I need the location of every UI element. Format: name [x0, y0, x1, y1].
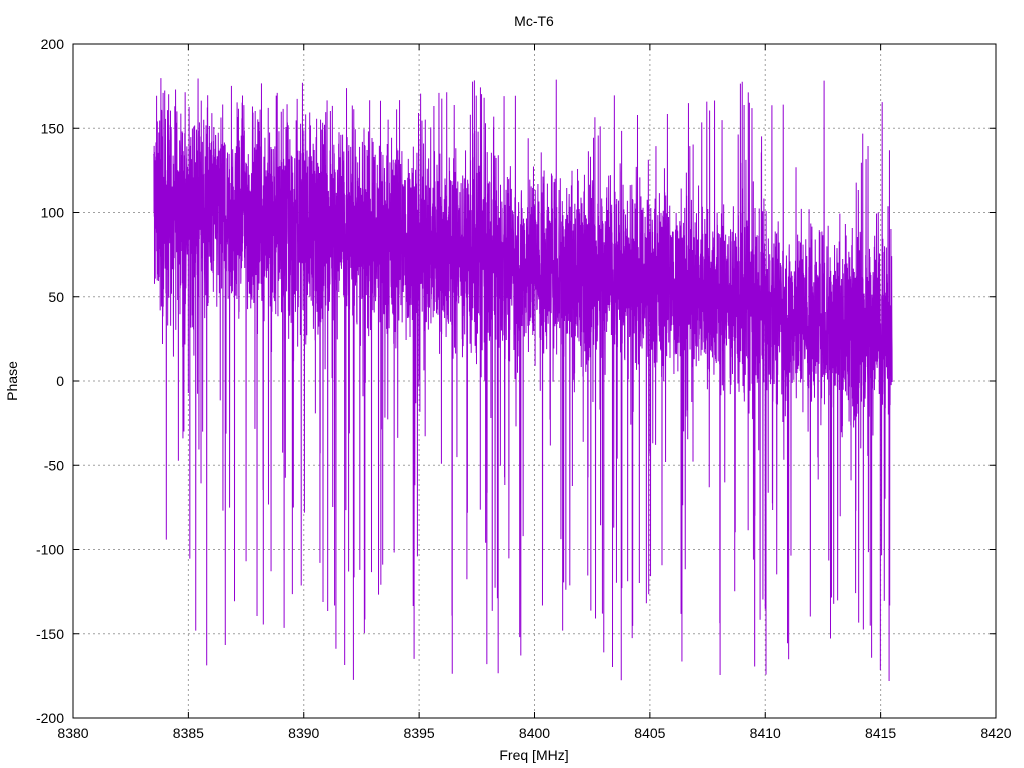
- x-tick-label: 8395: [404, 725, 435, 741]
- y-tick-label: 100: [41, 205, 65, 221]
- y-axis-title: Phase: [4, 361, 20, 401]
- x-tick-label: 8390: [288, 725, 319, 741]
- chart-title: Mc-T6: [514, 13, 554, 29]
- x-tick-label: 8385: [173, 725, 204, 741]
- x-tick-label: 8405: [634, 725, 665, 741]
- axis-ticks: 8380 8385 8390 8395 8400 8405 8410 8415 8420 -200…: [36, 36, 1012, 741]
- y-tick-label: -150: [36, 626, 64, 642]
- grid-lines: [73, 44, 996, 718]
- x-tick-label: 8380: [57, 725, 88, 741]
- x-tick-label: 8400: [519, 725, 550, 741]
- y-tick-label: -100: [36, 542, 64, 558]
- y-tick-label: 0: [56, 373, 64, 389]
- series-phase: [153, 78, 893, 682]
- x-tick-label: 8415: [865, 725, 896, 741]
- y-tick-label: 50: [48, 289, 64, 305]
- y-tick-label: 200: [41, 36, 65, 52]
- x-tick-label: 8410: [750, 725, 781, 741]
- y-tick-label: 150: [41, 120, 65, 136]
- series-line: [153, 78, 893, 682]
- y-tick-label: -50: [44, 457, 64, 473]
- y-tick-label: -200: [36, 710, 64, 726]
- x-axis-title: Freq [MHz]: [499, 747, 568, 763]
- x-tick-label: 8420: [980, 725, 1011, 741]
